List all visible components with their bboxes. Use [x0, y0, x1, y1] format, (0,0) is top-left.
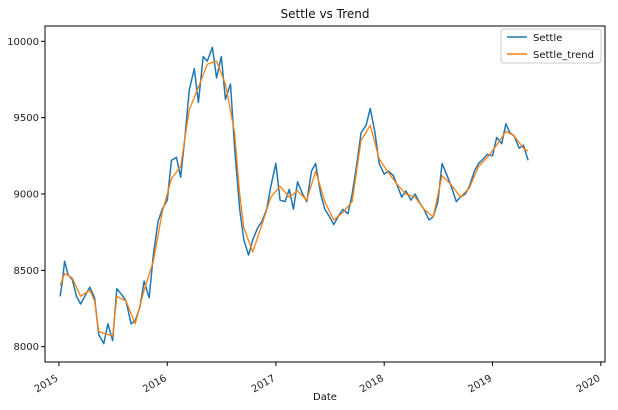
y-tick-label: 9000	[14, 190, 39, 201]
x-axis-label: Date	[313, 392, 337, 403]
y-tick-label: 8000	[14, 342, 39, 353]
series-line-settle	[59, 46, 529, 345]
y-tick-label: 10000	[7, 37, 39, 48]
legend-label-settle: Settle	[533, 33, 562, 44]
y-axis: 8000 8500 9000 9500 10000	[7, 37, 45, 353]
y-tick-label: 9500	[14, 113, 39, 124]
y-tick-label: 8500	[14, 266, 39, 277]
chart-title: Settle vs Trend	[281, 7, 370, 21]
series-line-settle-trend	[59, 60, 529, 337]
legend: Settle Settle_trend	[500, 28, 602, 64]
legend-label-settle-trend: Settle_trend	[533, 50, 594, 61]
series-lines	[59, 46, 529, 345]
